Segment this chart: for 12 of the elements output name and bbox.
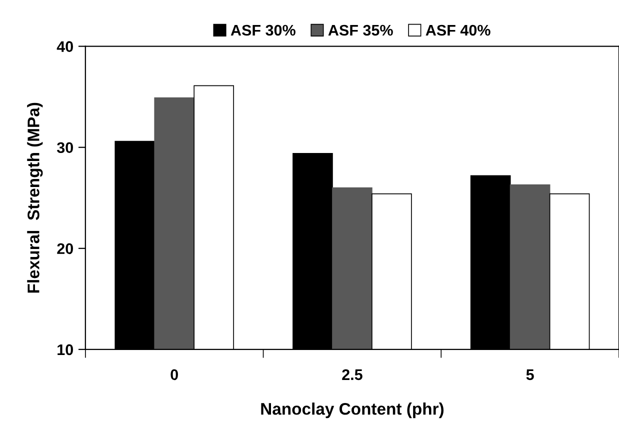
y-axis-title: Flexural Strength (MPa)	[27, 102, 43, 293]
legend-label: ASF 40%	[426, 24, 490, 36]
legend-label: ASF 35%	[328, 24, 393, 36]
y-tick-label: 20	[57, 243, 73, 254]
y-tick-label: 40	[56, 41, 73, 52]
x-tick-label: 0	[170, 369, 178, 380]
legend-label: ASF 30%	[230, 24, 296, 36]
x-tick-label: 5	[526, 369, 534, 380]
y-tick-label: 10	[58, 344, 73, 356]
x-axis-title: Nanoclay Content (phr)	[261, 402, 444, 418]
x-tick-label: 2.5	[342, 369, 362, 380]
y-tick-label: 30	[56, 142, 73, 154]
